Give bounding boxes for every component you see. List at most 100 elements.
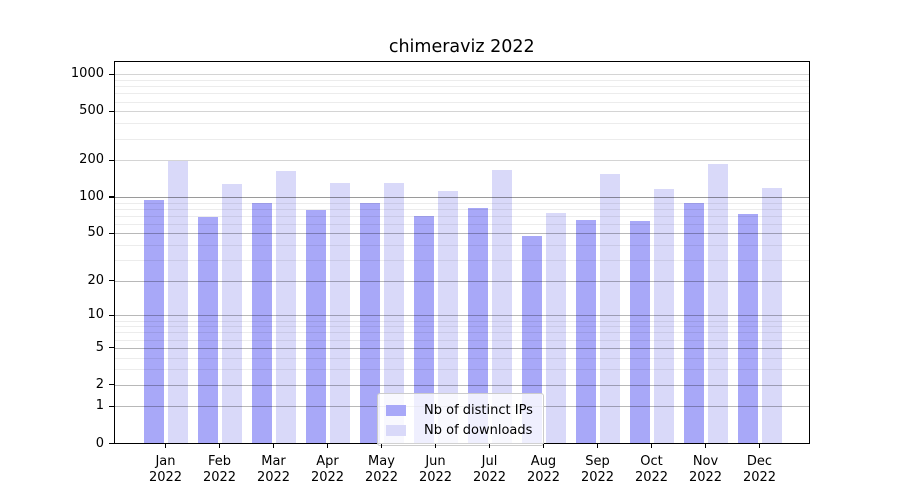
x-tick-label-line: Oct bbox=[640, 454, 663, 469]
legend-item-distinct-ips: Nb of distinct IPs bbox=[386, 400, 534, 420]
x-tick-label-line: 2022 bbox=[742, 469, 777, 485]
bar-distinct-ips bbox=[737, 214, 758, 444]
y-tick-label: 50 bbox=[87, 225, 104, 241]
bar-distinct-ips bbox=[521, 235, 542, 444]
bar-distinct-ips bbox=[683, 202, 704, 444]
x-tick-label: Sep 2022 bbox=[568, 454, 628, 485]
legend-swatch-distinct-ips bbox=[386, 404, 406, 416]
y-tick bbox=[109, 405, 114, 408]
minor-gridline bbox=[113, 223, 810, 225]
y-tick-label: 200 bbox=[79, 152, 104, 168]
x-tick bbox=[164, 443, 167, 448]
x-tick-label-line: 2022 bbox=[202, 469, 237, 485]
x-tick bbox=[542, 443, 545, 448]
minor-gridline bbox=[113, 86, 810, 88]
minor-gridline bbox=[113, 332, 810, 334]
x-tick-label-line: Aug bbox=[530, 454, 557, 469]
minor-gridline bbox=[113, 123, 810, 125]
y-tick-label: 10 bbox=[87, 307, 104, 323]
x-tick-label-line: 2022 bbox=[256, 469, 291, 485]
major-gridline bbox=[113, 347, 810, 349]
bar-downloads bbox=[491, 170, 512, 444]
minor-gridline bbox=[113, 245, 810, 247]
legend-label-downloads: Nb of downloads bbox=[424, 422, 533, 438]
x-tick bbox=[488, 443, 491, 448]
minor-gridline bbox=[113, 357, 810, 359]
x-tick-label-line: 2022 bbox=[634, 469, 669, 485]
minor-gridline bbox=[113, 215, 810, 217]
x-tick-label: May 2022 bbox=[352, 454, 412, 485]
bar-downloads bbox=[761, 187, 782, 444]
minor-gridline bbox=[113, 93, 810, 95]
bar-distinct-ips bbox=[197, 217, 218, 444]
y-tick-label: 1 bbox=[95, 398, 104, 414]
bar-distinct-ips bbox=[305, 210, 326, 444]
x-tick-label-line: Jul bbox=[481, 454, 498, 469]
y-tick-label: 500 bbox=[79, 103, 104, 119]
x-tick bbox=[326, 443, 329, 448]
bar-distinct-ips bbox=[629, 221, 650, 444]
legend-item-downloads: Nb of downloads bbox=[386, 420, 534, 440]
y-tick bbox=[109, 347, 114, 349]
bar-distinct-ips bbox=[143, 199, 164, 444]
bar-downloads bbox=[167, 161, 188, 444]
x-tick bbox=[380, 443, 383, 448]
y-tick-label: 0 bbox=[95, 435, 104, 451]
x-tick-label: Jul 2022 bbox=[460, 454, 520, 485]
y-tick bbox=[109, 384, 114, 386]
minor-gridline bbox=[113, 326, 810, 328]
legend-swatch-downloads bbox=[386, 424, 406, 436]
x-tick-label-line: Jun bbox=[425, 454, 446, 469]
x-tick bbox=[596, 443, 599, 448]
y-tick bbox=[109, 73, 114, 76]
major-gridline bbox=[113, 160, 810, 162]
chart-title: chimeraviz 2022 bbox=[388, 37, 535, 57]
x-tick-label-line: 2022 bbox=[418, 469, 453, 485]
x-tick-label-line: Dec bbox=[746, 454, 773, 469]
bar-downloads bbox=[329, 183, 350, 444]
x-tick-label-line: 2022 bbox=[472, 469, 507, 485]
x-tick-label: Mar 2022 bbox=[244, 454, 304, 485]
x-tick-label-line: Jan bbox=[155, 454, 176, 469]
y-tick-label: 2 bbox=[95, 376, 104, 392]
y-tick-label: 20 bbox=[87, 272, 104, 288]
y-tick-label: 100 bbox=[79, 188, 104, 204]
x-tick-label: Nov 2022 bbox=[676, 454, 736, 485]
x-tick-label-line: Sep bbox=[585, 454, 610, 469]
legend: Nb of distinct IPs Nb of downloads bbox=[377, 393, 544, 446]
y-tick bbox=[109, 232, 114, 235]
x-tick-label-line: 2022 bbox=[580, 469, 615, 485]
bar-downloads bbox=[383, 183, 404, 444]
minor-gridline bbox=[113, 339, 810, 341]
x-tick bbox=[758, 443, 761, 448]
x-tick-label: Jun 2022 bbox=[406, 454, 466, 485]
plot-border bbox=[113, 61, 810, 444]
x-tick-label-line: 2022 bbox=[310, 469, 345, 485]
major-gridline bbox=[113, 233, 810, 235]
minor-gridline bbox=[113, 80, 810, 82]
x-tick-label-line: 2022 bbox=[526, 469, 561, 485]
x-tick-label: Aug 2022 bbox=[514, 454, 574, 485]
x-tick-label-line: Apr bbox=[316, 454, 339, 469]
minor-gridline bbox=[113, 320, 810, 322]
x-tick-label-line: 2022 bbox=[364, 469, 399, 485]
y-tick bbox=[109, 196, 114, 198]
y-tick bbox=[109, 314, 114, 316]
x-tick-label-line: Nov bbox=[692, 454, 719, 469]
bar-downloads bbox=[707, 163, 728, 444]
x-tick bbox=[434, 443, 437, 448]
bar-downloads bbox=[545, 212, 566, 444]
bar-downloads bbox=[275, 171, 296, 444]
y-tick bbox=[109, 280, 114, 282]
bar-downloads bbox=[437, 190, 458, 444]
bar-distinct-ips bbox=[359, 203, 380, 444]
x-tick-label: Jan 2022 bbox=[136, 454, 196, 485]
x-tick-label: Apr 2022 bbox=[298, 454, 358, 485]
x-tick-label-line: 2022 bbox=[688, 469, 723, 485]
x-tick bbox=[272, 443, 275, 448]
major-gridline bbox=[113, 111, 810, 113]
bar-downloads bbox=[221, 184, 242, 444]
x-tick bbox=[218, 443, 221, 448]
minor-gridline bbox=[113, 208, 810, 210]
